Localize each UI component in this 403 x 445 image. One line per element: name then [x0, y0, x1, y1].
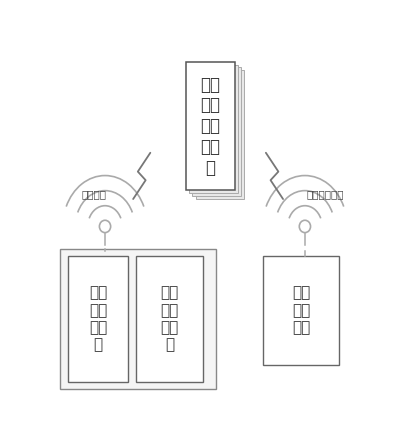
FancyBboxPatch shape	[186, 62, 235, 190]
Text: 信息
综合
处理
服务
器: 信息 综合 处理 服务 器	[200, 76, 220, 177]
Text: 通信网络: 通信网络	[81, 189, 107, 199]
Text: 移动通信网络: 移动通信网络	[306, 189, 344, 199]
FancyBboxPatch shape	[195, 70, 244, 198]
FancyBboxPatch shape	[60, 249, 216, 389]
FancyBboxPatch shape	[136, 255, 204, 382]
Text: 智能
移动
终端: 智能 移动 终端	[292, 286, 310, 335]
Text: 道闸
标识
二维
码: 道闸 标识 二维 码	[161, 285, 179, 352]
FancyBboxPatch shape	[193, 68, 241, 196]
FancyBboxPatch shape	[189, 65, 238, 193]
FancyBboxPatch shape	[68, 255, 129, 382]
Text: 二维
码智
能道
闸: 二维 码智 能道 闸	[89, 285, 107, 352]
FancyBboxPatch shape	[263, 255, 339, 365]
